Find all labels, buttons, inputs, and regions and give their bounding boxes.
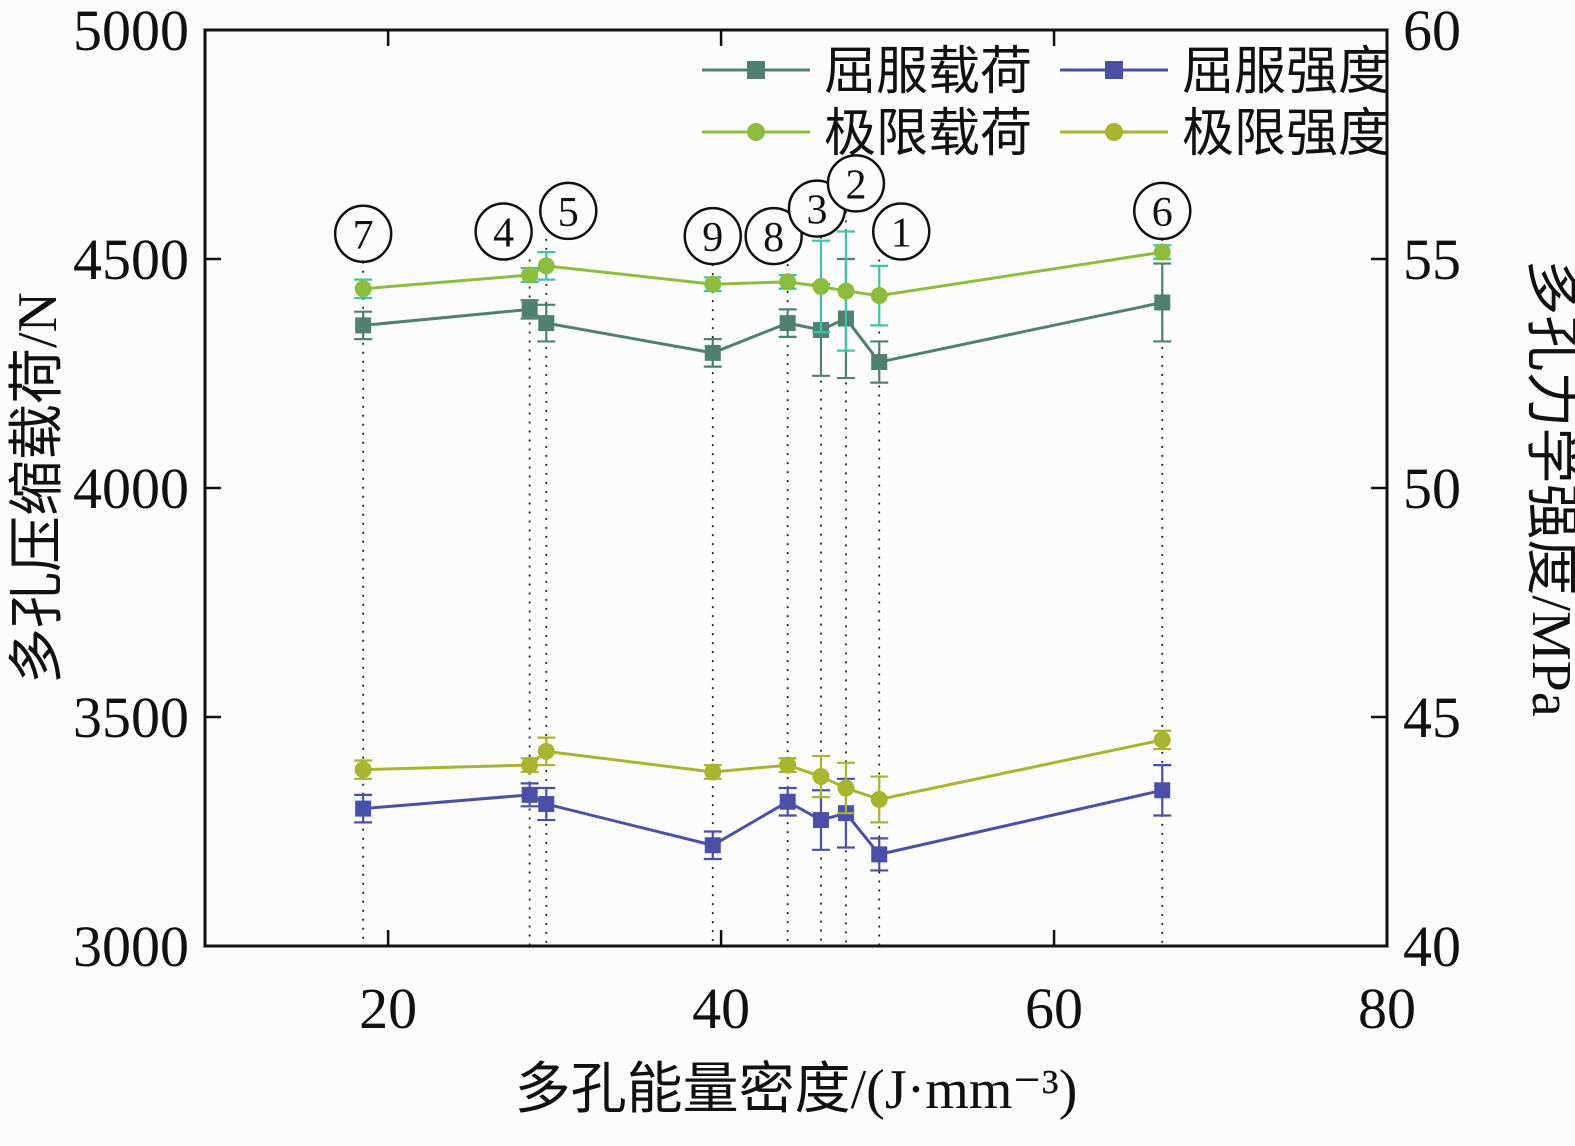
marker-circle xyxy=(837,779,855,797)
marker-circle xyxy=(812,277,830,295)
marker-square xyxy=(1154,782,1171,799)
marker-circle xyxy=(521,756,539,774)
y-left-tick-label: 3500 xyxy=(73,685,189,750)
annotation-circle xyxy=(1133,181,1192,241)
marker-circle xyxy=(704,763,722,781)
y-left-tick-label: 5000 xyxy=(73,0,189,63)
annotation-circle xyxy=(744,206,803,266)
legend-item-label: 屈服载荷 xyxy=(824,44,1032,101)
annotation-circle xyxy=(474,202,533,261)
annotation-number: 4 xyxy=(493,211,514,257)
legend-marker-square xyxy=(747,61,765,79)
y-right-tick-label: 50 xyxy=(1403,456,1461,521)
marker-square xyxy=(538,315,555,332)
marker-circle xyxy=(704,275,722,293)
marker-circle xyxy=(537,257,555,275)
marker-circle xyxy=(779,273,797,291)
marker-circle xyxy=(521,266,539,284)
y-right-axis-title: 多孔力学强度/MPa xyxy=(1520,259,1575,716)
marker-square xyxy=(1154,294,1171,311)
marker-square xyxy=(704,837,721,854)
annotation-number: 9 xyxy=(702,215,723,261)
y-right-tick-label: 60 xyxy=(1403,0,1461,63)
annotation-number: 6 xyxy=(1152,190,1173,236)
legend-marker-circle xyxy=(1105,123,1123,141)
marker-circle xyxy=(779,756,797,774)
marker-square xyxy=(521,301,538,318)
marker-square xyxy=(355,317,372,334)
y-right-tick-label: 55 xyxy=(1403,227,1461,292)
annotation-circle xyxy=(333,204,393,264)
x-tick-label: 80 xyxy=(1358,976,1416,1041)
legend-item-label: 屈服强度 xyxy=(1182,44,1390,101)
marker-square xyxy=(704,344,721,361)
marker-circle xyxy=(1153,243,1171,261)
marker-circle xyxy=(812,768,830,786)
marker-square xyxy=(779,315,796,332)
legend-marker-circle xyxy=(747,123,765,141)
annotation-number: 7 xyxy=(353,213,374,259)
marker-square xyxy=(871,354,888,371)
marker-square xyxy=(521,786,538,803)
annotation-number: 5 xyxy=(558,190,579,236)
annotation-number: 3 xyxy=(806,188,827,234)
marker-circle xyxy=(870,790,888,808)
annotation-number: 8 xyxy=(763,215,784,261)
marker-circle xyxy=(1153,731,1171,749)
y-left-tick-label: 3000 xyxy=(73,914,189,979)
annotation-circle xyxy=(683,206,743,266)
annotation-circle xyxy=(539,181,598,241)
legend-item-label: 极限强度 xyxy=(1182,106,1390,163)
legend-item-label: 极限载荷 xyxy=(824,106,1032,163)
marker-square xyxy=(871,846,888,863)
y-left-tick-label: 4500 xyxy=(73,227,189,292)
marker-square xyxy=(538,796,555,813)
marker-circle xyxy=(837,282,855,300)
x-tick-label: 40 xyxy=(692,976,750,1041)
marker-square xyxy=(355,800,372,817)
annotation-number: 1 xyxy=(891,211,912,257)
marker-circle xyxy=(870,287,888,305)
y-right-tick-label: 40 xyxy=(1403,914,1461,979)
y-left-tick-label: 4000 xyxy=(73,456,189,521)
x-tick-label: 60 xyxy=(1025,976,1083,1041)
x-axis-title: 多孔能量密度/(J·mm⁻³) xyxy=(515,1059,1078,1121)
marker-circle xyxy=(537,742,555,760)
annotation-circle xyxy=(826,154,886,213)
marker-square xyxy=(779,793,796,810)
y-left-axis-title: 多孔压缩载荷/N xyxy=(7,292,69,684)
marker-circle xyxy=(354,761,372,779)
annotation-number: 2 xyxy=(845,162,866,208)
y-right-tick-label: 45 xyxy=(1403,685,1461,750)
x-tick-label: 20 xyxy=(359,976,417,1041)
marker-square xyxy=(812,812,829,829)
legend-marker-square xyxy=(1105,61,1123,79)
annotation-circle xyxy=(871,202,931,261)
marker-circle xyxy=(354,280,372,298)
